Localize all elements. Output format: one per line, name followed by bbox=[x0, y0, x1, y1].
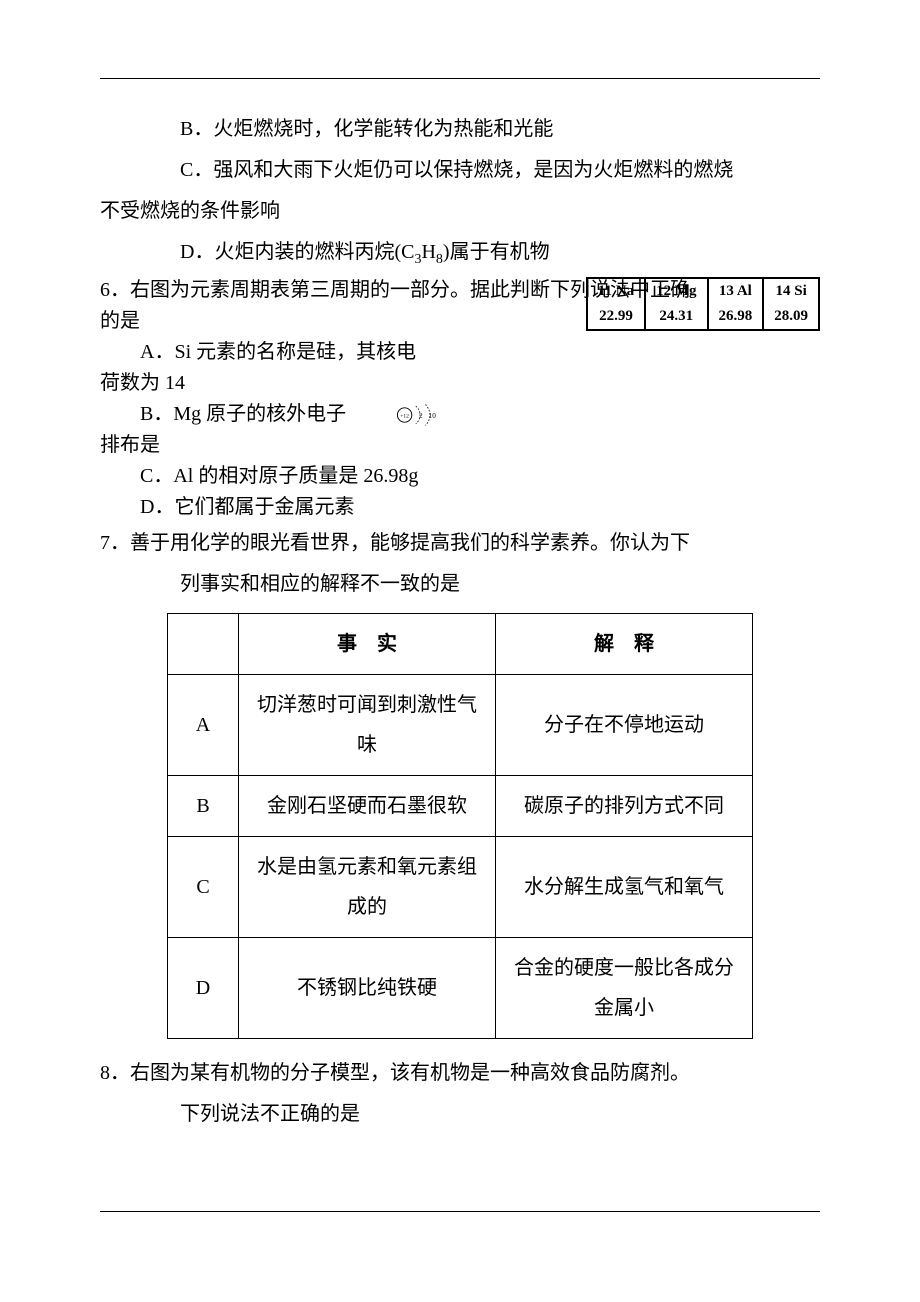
periodic-cell-na: 11 Na bbox=[587, 278, 645, 304]
q6-option-d: D．它们都属于金属元素 bbox=[100, 492, 820, 523]
q6-block: 6．右图为元素周期表第三周期的一部分。据此判断下列说法中正确 的是 11 Na … bbox=[100, 275, 820, 523]
atom-shell-1: 2 bbox=[419, 412, 423, 420]
periodic-row-masses: 22.99 24.31 26.98 28.09 bbox=[587, 304, 819, 330]
table-row-label-d: D bbox=[168, 937, 239, 1038]
q5-d-sub2: 8 bbox=[436, 252, 443, 267]
table-row-label-a: A bbox=[168, 674, 239, 775]
table-fact-c: 水是由氢元素和氧元素组成的 bbox=[239, 836, 496, 937]
q5-option-c-line1: C．强风和大雨下火炬仍可以保持燃烧，是因为火炬燃料的燃烧 bbox=[100, 150, 820, 191]
periodic-mass-na: 22.99 bbox=[587, 304, 645, 330]
periodic-mass-si: 28.09 bbox=[763, 304, 819, 330]
q6-b-text1: B．Mg 原子的核外电子 bbox=[140, 403, 346, 425]
periodic-cell-mg: 12 Mg bbox=[645, 278, 707, 304]
top-rule bbox=[100, 78, 820, 79]
table-fact-a: 切洋葱时可闻到刺激性气味 bbox=[239, 674, 496, 775]
periodic-cell-si: 14 Si bbox=[763, 278, 819, 304]
periodic-mass-mg: 24.31 bbox=[645, 304, 707, 330]
q6-option-a-line2: 荷数为 14 bbox=[100, 368, 820, 399]
table-expl-a: 分子在不停地运动 bbox=[496, 674, 753, 775]
q6-option-a-line1: A．Si 元素的名称是硅，其核电 bbox=[100, 337, 820, 368]
q6-option-b-line2: 排布是 bbox=[100, 430, 820, 461]
atom-structure-icon: +12 2 10 bbox=[355, 401, 403, 429]
table-row: C 水是由氢元素和氧元素组成的 水分解生成氢气和氧气 bbox=[168, 836, 753, 937]
q7-stem-line2: 列事实和相应的解释不一致的是 bbox=[100, 564, 820, 605]
table-row: D 不锈钢比纯铁硬 合金的硬度一般比各成分金属小 bbox=[168, 937, 753, 1038]
table-expl-d: 合金的硬度一般比各成分金属小 bbox=[496, 937, 753, 1038]
periodic-row-labels: 11 Na 12 Mg 13 Al 14 Si bbox=[587, 278, 819, 304]
atom-nucleus-label: +12 bbox=[400, 413, 409, 419]
periodic-cell-al: 13 Al bbox=[708, 278, 764, 304]
q8-stem-line2: 下列说法不正确的是 bbox=[100, 1094, 820, 1135]
document-page: B．火炬燃烧时，化学能转化为热能和光能 C．强风和大雨下火炬仍可以保持燃烧，是因… bbox=[0, 0, 920, 1302]
periodic-table-fragment: 11 Na 12 Mg 13 Al 14 Si 22.99 24.31 26.9… bbox=[586, 277, 820, 331]
q7-facts-table: 事 实 解 释 A 切洋葱时可闻到刺激性气味 分子在不停地运动 B 金刚石坚硬而… bbox=[167, 613, 753, 1039]
table-expl-b: 碳原子的排列方式不同 bbox=[496, 775, 753, 836]
table-header-explanation: 解 释 bbox=[496, 613, 753, 674]
q7-stem-line1: 7．善于用化学的眼光看世界，能够提高我们的科学素养。你认为下 bbox=[100, 523, 820, 564]
table-row-label-b: B bbox=[168, 775, 239, 836]
table-fact-b: 金刚石坚硬而石墨很软 bbox=[239, 775, 496, 836]
table-expl-c: 水分解生成氢气和氧气 bbox=[496, 836, 753, 937]
q5-option-b: B．火炬燃烧时，化学能转化为热能和光能 bbox=[100, 109, 820, 150]
q6-option-b-line1: B．Mg 原子的核外电子 +12 2 10 bbox=[100, 399, 820, 430]
table-header-blank bbox=[168, 613, 239, 674]
periodic-mass-al: 26.98 bbox=[708, 304, 764, 330]
table-row: A 切洋葱时可闻到刺激性气味 分子在不停地运动 bbox=[168, 674, 753, 775]
atom-shell-2: 10 bbox=[429, 412, 437, 420]
q5-option-c-line2: 不受燃烧的条件影响 bbox=[100, 191, 820, 232]
table-header-row: 事 实 解 释 bbox=[168, 613, 753, 674]
q6-option-c: C．Al 的相对原子质量是 26.98g bbox=[100, 461, 820, 492]
table-row: B 金刚石坚硬而石墨很软 碳原子的排列方式不同 bbox=[168, 775, 753, 836]
q8-stem-line1: 8．右图为某有机物的分子模型，该有机物是一种高效食品防腐剂。 bbox=[100, 1053, 820, 1094]
table-fact-d: 不锈钢比纯铁硬 bbox=[239, 937, 496, 1038]
q5-d-post: )属于有机物 bbox=[443, 241, 550, 263]
q5-d-mid: H bbox=[421, 241, 435, 263]
table-row-label-c: C bbox=[168, 836, 239, 937]
bottom-rule bbox=[100, 1211, 820, 1212]
table-header-fact: 事 实 bbox=[239, 613, 496, 674]
q5-option-d: D．火炬内装的燃料丙烷(C3H8)属于有机物 bbox=[100, 232, 820, 275]
q5-d-pre: D．火炬内装的燃料丙烷(C bbox=[180, 241, 414, 263]
